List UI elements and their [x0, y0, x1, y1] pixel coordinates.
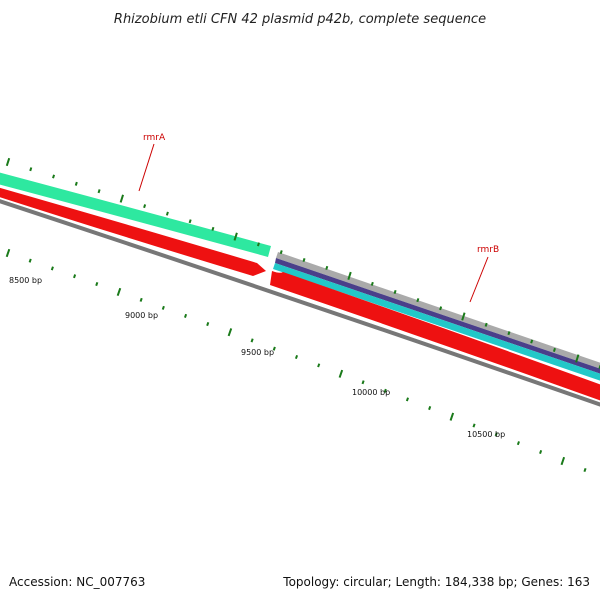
tick-mark [461, 312, 466, 321]
position-label-10000: 10000 bp [352, 388, 390, 397]
scale-ticks [5, 157, 600, 473]
tick-mark [294, 354, 299, 360]
tick-mark [95, 282, 99, 287]
tick-mark [143, 204, 147, 209]
tick-mark [516, 441, 520, 446]
tick-mark [5, 248, 11, 258]
tick-mark [317, 363, 321, 368]
position-label-9000: 9000 bp [125, 311, 158, 320]
tick-mark [484, 322, 488, 327]
tick-mark [28, 258, 32, 263]
position-label-9500: 9500 bp [241, 348, 274, 357]
tick-mark [393, 289, 397, 294]
gene-rmrA-leader [138, 143, 155, 192]
map-title: Rhizobium etli CFN 42 plasmid p42b, comp… [114, 12, 486, 27]
tick-mark [560, 456, 566, 466]
tick-mark [347, 271, 352, 280]
tick-mark [29, 167, 33, 172]
tick-mark [119, 194, 125, 203]
tick-mark [575, 354, 580, 363]
tick-mark [211, 226, 215, 231]
tick-mark [161, 305, 165, 310]
gene-rmrB-cds[interactable] [270, 271, 600, 404]
tick-mark [50, 266, 54, 271]
tick-mark [256, 242, 260, 247]
gene-rmrB-leader [469, 256, 489, 303]
gene-rmrB-label: rmrB [477, 245, 499, 255]
tick-mark [449, 412, 455, 421]
tick-mark [370, 281, 374, 286]
tick-mark [97, 189, 101, 194]
gene-rmrA-feature[interactable] [0, 170, 271, 257]
tick-mark [494, 432, 498, 437]
tick-mark [439, 306, 443, 311]
tick-mark [250, 338, 254, 343]
tick-mark [383, 388, 387, 393]
gene-rmrA-cds[interactable] [0, 185, 266, 276]
position-label-8500: 8500 bp [9, 276, 42, 285]
tick-mark [583, 467, 587, 473]
tick-mark [73, 274, 77, 279]
accession-text: Accession: NC_007763 [9, 575, 145, 589]
tick-mark [139, 297, 143, 302]
tick-mark [188, 219, 192, 224]
tick-mark [272, 346, 276, 351]
tick-mark [227, 328, 233, 337]
tick-mark [507, 331, 511, 336]
tick-mark [552, 347, 556, 352]
tick-mark [361, 380, 365, 385]
tick-mark [405, 397, 409, 402]
tick-mark [530, 339, 534, 344]
tick-mark [74, 181, 78, 186]
tick-mark [116, 287, 122, 297]
tick-mark [52, 174, 56, 179]
tick-mark [302, 257, 306, 263]
position-label-10500: 10500 bp [467, 430, 505, 439]
tick-mark [5, 157, 11, 167]
tick-mark [206, 322, 210, 327]
tick-mark [165, 211, 169, 216]
gene-rmrB-feature[interactable] [273, 252, 600, 384]
tick-mark [428, 406, 432, 411]
tick-mark [233, 232, 238, 241]
tick-mark [539, 450, 543, 455]
tick-mark [325, 265, 329, 270]
tick-mark [184, 313, 188, 318]
tick-mark [472, 423, 476, 428]
tick-mark [416, 298, 420, 303]
gene-rmrA-label: rmrA [143, 133, 166, 143]
tick-mark [279, 250, 283, 255]
sequence-summary-text: Topology: circular; Length: 184,338 bp; … [282, 575, 590, 589]
backbone-line [0, 199, 600, 407]
tick-mark [338, 369, 344, 378]
